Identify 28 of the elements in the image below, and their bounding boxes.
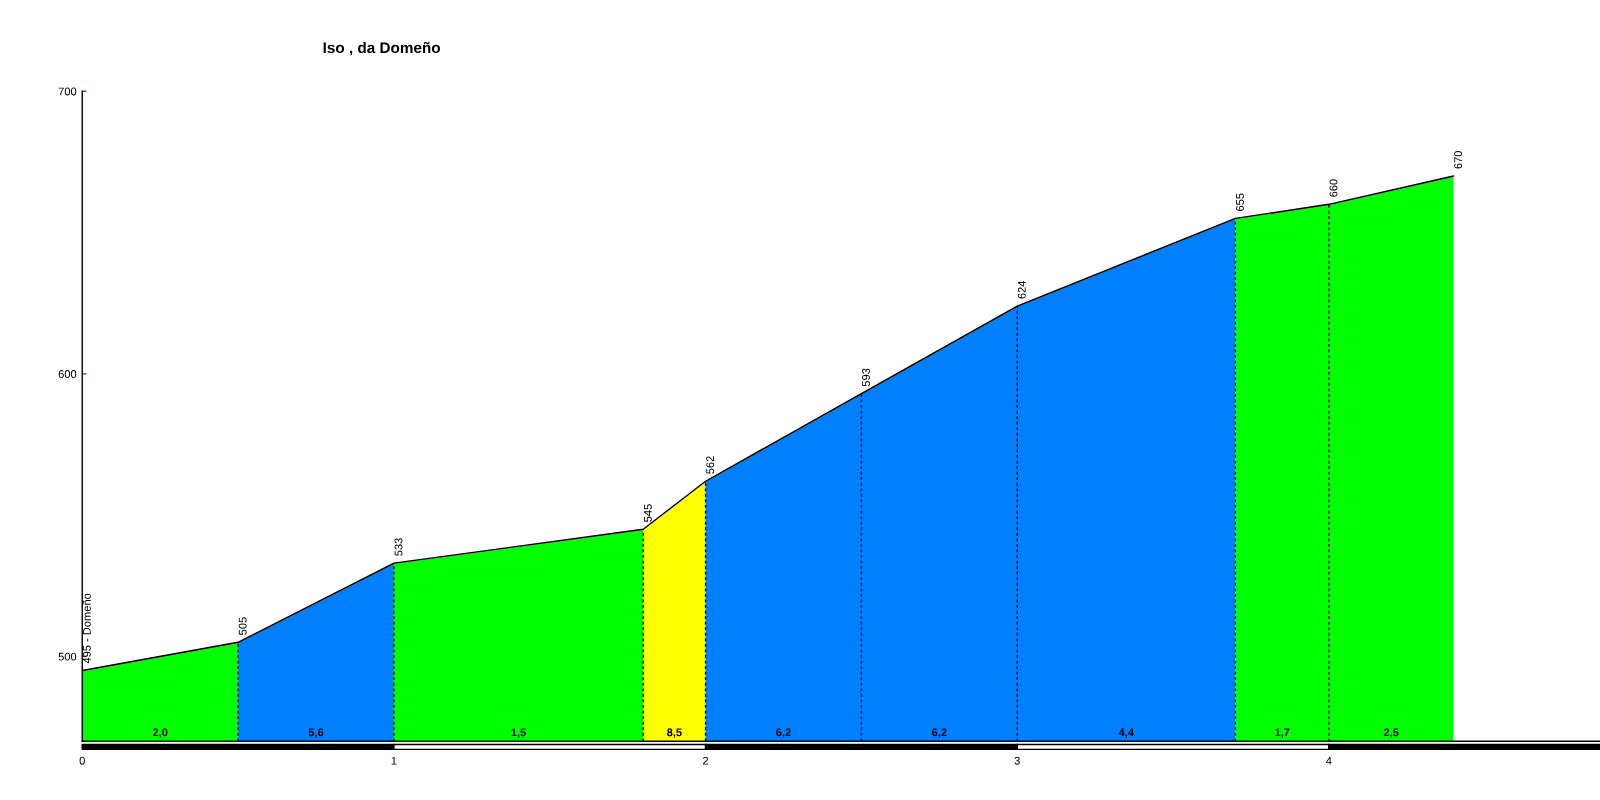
x-tick-label: 2: [703, 756, 709, 765]
annotation: 5,6: [308, 728, 324, 738]
data-label: 593: [862, 368, 870, 387]
data-label: 624: [1017, 280, 1026, 299]
annotation: 4,4: [1118, 728, 1134, 738]
data-label: 660: [1329, 179, 1338, 197]
x-tick-label: 0: [79, 756, 85, 765]
x-tick-label: 1: [391, 756, 397, 765]
data-label: 655: [1236, 193, 1244, 211]
data-label: 545: [644, 504, 652, 522]
annotation: 2,5: [1383, 728, 1399, 738]
data-label: 495 - Domeño: [82, 593, 91, 664]
data-label: 670: [1454, 151, 1463, 169]
y-tick-label: 500: [58, 652, 77, 661]
x-tick-label: 3: [1014, 756, 1020, 765]
x-tick-label: 4: [1326, 756, 1332, 765]
annotation: 1,5: [511, 728, 526, 738]
annotation: 8,5: [667, 728, 682, 738]
annotation: 6,2: [776, 728, 791, 738]
annotation: 6,2: [931, 728, 947, 738]
data-label: 505: [238, 617, 247, 635]
chart-title: Iso , da Domeño: [323, 41, 440, 56]
annotation: 1,7: [1275, 728, 1290, 738]
annotation: 2,0: [152, 728, 168, 738]
y-tick-label: 600: [58, 370, 77, 378]
data-label: 533: [394, 538, 403, 556]
data-label: 562: [706, 456, 715, 474]
y-tick-label: 700: [58, 87, 77, 96]
